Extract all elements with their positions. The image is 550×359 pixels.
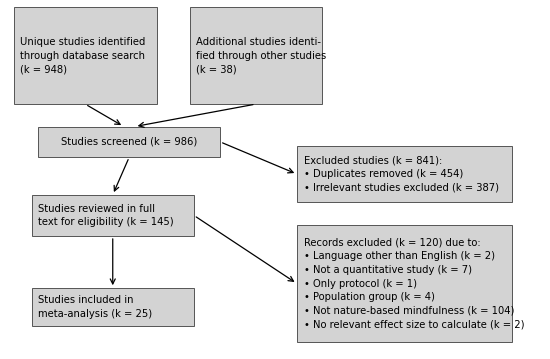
Text: Studies screened (k = 986): Studies screened (k = 986) [61, 137, 197, 147]
FancyBboxPatch shape [297, 146, 512, 202]
FancyBboxPatch shape [190, 7, 322, 104]
Text: Excluded studies (k = 841):
• Duplicates removed (k = 454)
• Irrelevant studies : Excluded studies (k = 841): • Duplicates… [304, 155, 499, 193]
Text: Unique studies identified
through database search
(k = 948): Unique studies identified through databa… [20, 37, 146, 74]
Text: Studies included in
meta-analysis (k = 25): Studies included in meta-analysis (k = 2… [38, 295, 152, 319]
FancyBboxPatch shape [31, 195, 194, 236]
FancyBboxPatch shape [14, 7, 157, 104]
Text: Studies reviewed in full
text for eligibility (k = 145): Studies reviewed in full text for eligib… [38, 204, 174, 227]
FancyBboxPatch shape [297, 225, 512, 342]
FancyBboxPatch shape [39, 127, 220, 157]
FancyBboxPatch shape [31, 288, 194, 326]
Text: Records excluded (k = 120) due to:
• Language other than English (k = 2)
• Not a: Records excluded (k = 120) due to: • Lan… [304, 238, 524, 330]
Text: Additional studies identi-
fied through other studies
(k = 38): Additional studies identi- fied through … [196, 37, 327, 74]
